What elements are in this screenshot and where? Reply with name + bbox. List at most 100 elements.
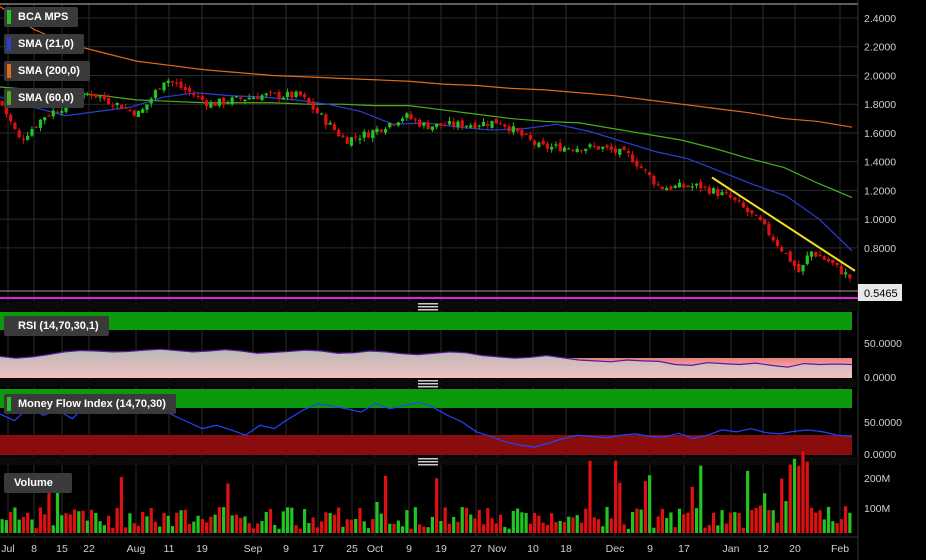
legend-volume[interactable]: Volume	[4, 473, 72, 493]
candle-body	[183, 87, 187, 91]
candle-body	[848, 274, 852, 279]
x-tick-label: Dec	[606, 543, 625, 555]
volume-bar	[196, 515, 200, 533]
candle-body	[153, 90, 158, 98]
candle-body	[332, 124, 337, 130]
volume-bar	[665, 518, 669, 533]
candle-body	[251, 97, 256, 100]
candle-body	[524, 133, 528, 135]
volume-bar	[51, 525, 55, 533]
volume-bar	[354, 519, 358, 533]
candle-body	[805, 255, 809, 265]
volume-bar	[366, 528, 371, 533]
candle-body	[366, 132, 371, 138]
rsi-tick-0: 0.0000	[864, 372, 896, 384]
volume-bar	[375, 501, 379, 533]
candle-body	[290, 91, 294, 98]
volume-bar	[396, 520, 400, 533]
mfi-tick-50: 50.0000	[864, 417, 902, 429]
volume-bar	[320, 521, 324, 533]
volume-bar	[98, 521, 102, 533]
x-tick-label: 25	[346, 543, 358, 555]
volume-bar	[115, 508, 119, 533]
candle-body	[26, 135, 30, 140]
candle-body	[486, 123, 490, 126]
splitter-handle-1[interactable]	[0, 301, 858, 311]
volume-bar	[515, 508, 520, 533]
volume-bar	[788, 464, 792, 533]
candle-body	[400, 118, 405, 121]
candle-body	[119, 105, 124, 110]
price-tick-label: 2.4000	[864, 13, 896, 25]
volume-bars	[0, 451, 852, 533]
candle-body	[158, 88, 162, 90]
candle-body	[775, 240, 780, 246]
volume-bar	[728, 512, 733, 533]
volume-bar	[307, 523, 311, 533]
volume-bar	[848, 512, 852, 533]
legend-price[interactable]: BCA MPS	[4, 7, 79, 27]
candle-body	[460, 120, 464, 128]
candle-body	[584, 148, 588, 151]
volume-bar	[626, 528, 630, 533]
volume-bar	[792, 458, 797, 533]
volume-bar	[422, 526, 426, 533]
volume-bar	[677, 508, 682, 533]
volume-bar	[631, 511, 635, 533]
volume-bar	[486, 508, 490, 533]
mfi-tick-0: 0.0000	[864, 449, 896, 461]
candle-body	[822, 256, 826, 260]
candle-body	[85, 93, 89, 95]
legend-mfi[interactable]: Money Flow Index (14,70,30)	[4, 394, 176, 414]
volume-bar	[473, 518, 477, 533]
volume-bar	[605, 507, 609, 533]
x-tick-label: 10	[527, 543, 539, 555]
x-tick-label: Sep	[244, 543, 263, 555]
legend-sma21[interactable]: SMA (21,0)	[4, 34, 84, 54]
volume-bar	[711, 512, 716, 533]
volume-bar	[814, 512, 818, 533]
sma200-swatch	[7, 64, 11, 78]
candle-body	[256, 96, 260, 100]
candle-body	[780, 247, 784, 252]
splitter-handle-2[interactable]	[0, 379, 858, 388]
volume-bar	[818, 510, 822, 533]
volume-bar	[826, 506, 831, 533]
candle-body	[720, 192, 724, 196]
price-tick-label: 1.0000	[864, 214, 896, 226]
candle-body	[9, 114, 13, 122]
mfi-swatch	[7, 397, 11, 411]
volume-bar	[166, 515, 170, 533]
legend-sma200[interactable]: SMA (200,0)	[4, 61, 90, 81]
candle-body	[21, 138, 26, 140]
trendline[interactable]	[711, 176, 856, 272]
candle-body	[209, 102, 213, 108]
volume-bar	[149, 508, 153, 533]
candle-body	[469, 125, 473, 128]
volume-bar	[268, 508, 273, 533]
volume-bar	[447, 523, 452, 533]
last-price-label: 0.5465	[864, 288, 898, 300]
candle-body	[656, 184, 660, 186]
candle-body	[375, 128, 379, 133]
volume-bar	[217, 507, 221, 533]
candle-body	[473, 123, 477, 129]
x-tick-label: 8	[31, 543, 37, 555]
volume-bar	[260, 521, 264, 533]
volume-bar	[746, 470, 750, 533]
candle-body	[234, 96, 239, 98]
candle-body	[38, 119, 43, 128]
legend-volume-label: Volume	[14, 477, 53, 489]
candle-body	[345, 137, 349, 144]
volume-bar	[699, 465, 703, 533]
sma-21-line	[0, 92, 853, 252]
volume-bar	[55, 479, 60, 533]
volume-bar	[775, 522, 780, 533]
legend-rsi[interactable]: RSI (14,70,30,1)	[4, 316, 109, 336]
legend-sma60[interactable]: SMA (60,0)	[4, 88, 84, 108]
candle-body	[545, 143, 550, 149]
volume-bar	[230, 515, 234, 533]
splitter-handle-3[interactable]	[0, 457, 858, 466]
candle-body	[145, 104, 149, 110]
